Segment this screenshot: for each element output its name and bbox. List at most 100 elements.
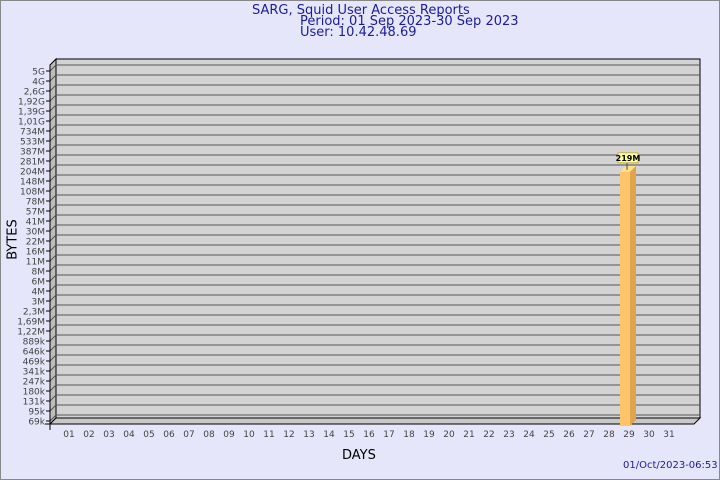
x-tick-label: 16 [363,430,375,440]
x-tick-label: 30 [643,430,655,440]
gridline-side [49,334,57,342]
gridline-side [49,154,57,162]
y-tick-label: 8M [32,268,46,278]
gridline-side [49,324,57,332]
generated-timestamp: 01/Oct/2023-06:53 [623,460,718,471]
y-tick-label: 247k [23,378,46,388]
plot-back-wall [55,58,701,419]
y-tick-label: 1,69M [17,318,45,328]
y-tick-label: 533M [20,138,45,148]
gridline-side [49,74,57,82]
chart-title: SARG, Squid User Access Reports [252,3,470,18]
gridline-side [49,394,57,402]
x-tick-label: 26 [563,430,575,440]
gridline-side [49,204,57,212]
y-tick-label: 6M [32,278,46,288]
x-tick-label: 12 [283,430,294,440]
gridline-side [49,364,57,372]
y-tick-label: 734M [20,128,45,138]
y-tick-label: 22M [26,238,45,248]
x-tick-label: 22 [483,430,494,440]
plot-side-wall [49,57,57,426]
y-tick-label: 180k [23,388,46,398]
y-tick-label: 41M [26,218,45,228]
x-tick-label: 21 [463,430,474,440]
gridline-side [49,234,57,242]
plot-floor [48,417,702,425]
x-tick-label: 29 [623,430,635,440]
y-tick-label: 131k [23,398,46,408]
gridline-side [49,414,57,422]
bar-top-day-29 [620,165,636,172]
gridline-side [49,404,57,412]
x-tick-label: 17 [383,430,394,440]
x-tick-label: 18 [403,430,415,440]
y-tick-label: 2,6G [24,88,45,98]
x-tick-label: 05 [143,430,154,440]
y-tick-label: 30M [26,228,45,238]
x-tick-label: 13 [303,430,314,440]
y-tick-label: 148M [20,178,45,188]
y-tick-label: 2,3M [23,308,45,318]
data-label-box [617,152,639,164]
x-tick-label: 15 [343,430,354,440]
gridline-side [49,224,57,232]
bar-day-29 [620,171,630,426]
x-tick-label: 28 [603,430,615,440]
x-tick-label: 19 [423,430,435,440]
y-tick-label: 4M [32,288,46,298]
y-tick-label: 108M [20,188,45,198]
gridline-side [49,374,57,382]
x-tick-label: 23 [503,430,514,440]
y-tick-label: 1,92G [18,98,45,108]
data-label: 219M [616,154,641,163]
gridline-side [49,134,57,142]
y-tick-label: 646k [23,348,46,358]
gridline-side [49,354,57,362]
x-tick-label: 20 [443,430,455,440]
gridline-side [49,274,57,282]
y-tick-label: 341k [23,368,46,378]
y-tick-label: 11M [26,258,45,268]
x-tick-label: 06 [163,430,175,440]
y-tick-label: 5G [32,68,45,78]
gridline-side [49,84,57,92]
gridline-side [49,294,57,302]
y-tick-label: 4G [32,78,45,88]
y-tick-label: 95k [28,408,45,418]
y-tick-label: 387M [20,148,45,158]
x-tick-label: 10 [243,430,255,440]
y-tick-label: 1,01G [18,118,45,128]
y-tick-label: 204M [20,168,45,178]
x-tick-label: 04 [123,430,135,440]
gridline-side [49,344,57,352]
gridline-side [49,244,57,252]
x-tick-label: 02 [83,430,94,440]
y-tick-label: 469k [23,358,46,368]
x-tick-label: 03 [103,430,114,440]
y-tick-label: 281M [20,158,45,168]
y-tick-label: 3M [32,298,46,308]
gridline-side [49,254,57,262]
x-tick-label: 08 [203,430,215,440]
x-tick-label: 01 [63,430,74,440]
gridline-side [49,64,57,72]
gridline-side [49,104,57,112]
y-tick-label: 69k [28,418,45,428]
x-tick-label: 09 [223,430,235,440]
y-tick-label: 1,39G [18,108,45,118]
user-text: User: 10.42.48.69 [300,25,417,40]
gridline-side [49,174,57,182]
gridline-side [49,184,57,192]
x-tick-label: 24 [523,430,535,440]
y-tick-label: 889k [23,338,46,348]
x-tick-label: 31 [663,430,674,440]
gridline-side [49,124,57,132]
y-tick-label: 1,22M [17,328,45,338]
x-tick-label: 11 [263,430,274,440]
bar-side-day-29 [630,165,636,427]
gridline-side [49,114,57,122]
x-tick-label: 25 [543,430,554,440]
gridline-side [49,264,57,272]
